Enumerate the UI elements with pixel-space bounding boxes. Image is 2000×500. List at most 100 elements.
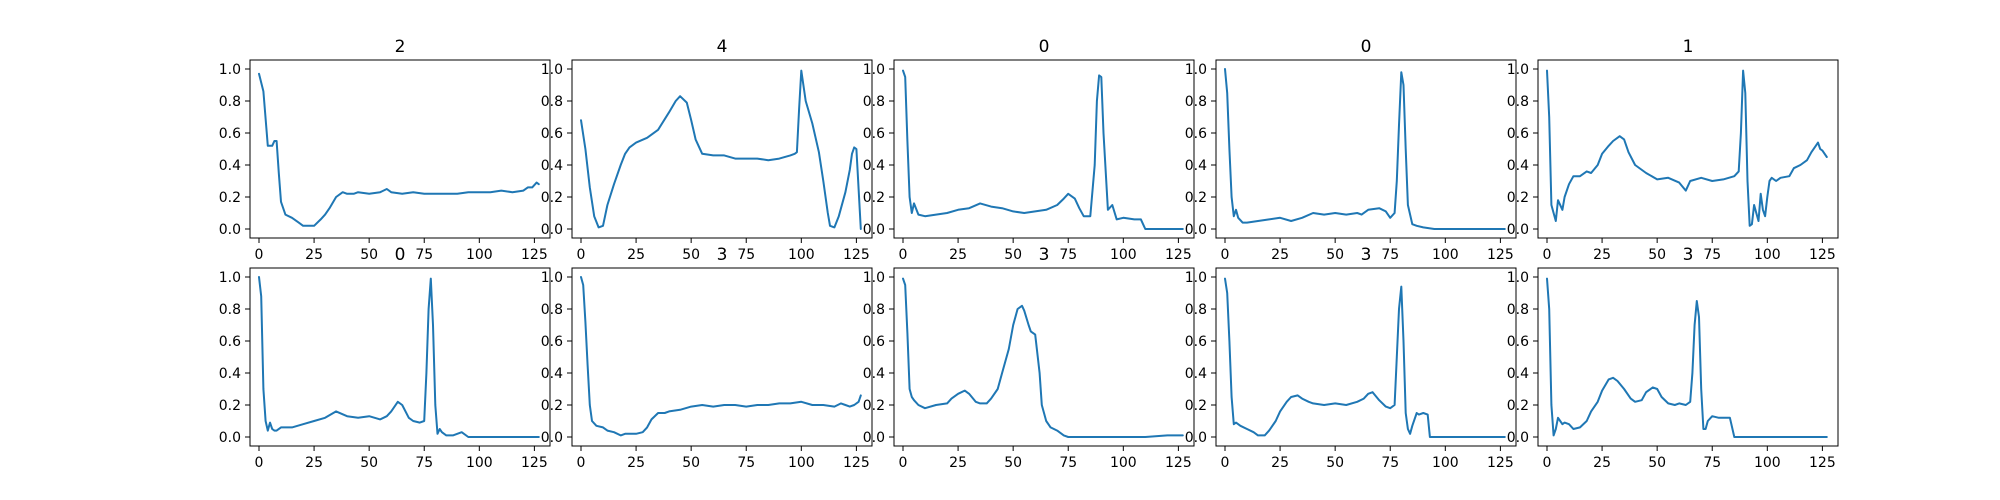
y-tick-label: 0.6: [219, 126, 241, 142]
x-tick-label: 75: [737, 247, 755, 263]
y-tick-label: 0.2: [219, 398, 241, 414]
y-tick-label: 0.4: [219, 158, 241, 174]
x-tick-label: 75: [1703, 247, 1721, 263]
axes-frame: [571, 267, 873, 447]
y-tick-label: 1.0: [1507, 62, 1529, 78]
x-tick-label: 125: [1809, 247, 1836, 263]
y-tick-label: 0.2: [863, 398, 885, 414]
x-tick-label: 100: [1432, 247, 1459, 263]
x-tick-label: 50: [1326, 247, 1344, 263]
y-tick-label: 0.2: [1507, 398, 1529, 414]
x-tick-label: 50: [1648, 455, 1666, 471]
y-tick-label: 0.0: [863, 430, 885, 446]
y-tick-label: 0.4: [1185, 366, 1207, 382]
y-tick-label: 0.2: [1185, 398, 1207, 414]
y-tick-label: 0.0: [219, 430, 241, 446]
x-tick-label: 125: [1487, 455, 1514, 471]
x-tick-label: 0: [255, 247, 264, 263]
y-tick-label: 0.4: [541, 158, 563, 174]
y-tick-label: 1.0: [1507, 270, 1529, 286]
x-tick-label: 25: [949, 247, 967, 263]
x-tick-label: 0: [899, 247, 908, 263]
axes-frame: [1537, 267, 1839, 447]
subplot-4: 0 0.0 0.2 0.4 0.6 0.8 1.0 0 25 50 75 100 125: [1185, 37, 1517, 263]
y-tick-label: 0.2: [219, 190, 241, 206]
x-tick-label: 0: [577, 247, 586, 263]
y-tick-label: 0.2: [541, 190, 563, 206]
y-tick-label: 0.4: [219, 366, 241, 382]
subplot-3: 0 0.0 0.2 0.4 0.6 0.8 1.0 0 25 50 75 100 125: [863, 37, 1195, 263]
subplot-title: 2: [395, 37, 406, 57]
y-tick-label: 1.0: [541, 62, 563, 78]
x-tick-label: 75: [1381, 247, 1399, 263]
y-tick-label: 0.4: [1507, 366, 1529, 382]
y-tick-label: 0.6: [219, 334, 241, 350]
y-tick-label: 0.0: [219, 222, 241, 238]
x-tick-label: 125: [521, 247, 548, 263]
x-tick-label: 50: [360, 455, 378, 471]
series-line: [1224, 68, 1506, 230]
subplot-title: 3: [717, 245, 728, 265]
subplot-title: 3: [1039, 245, 1050, 265]
x-tick-label: 50: [682, 247, 700, 263]
x-tick-label: 50: [682, 455, 700, 471]
y-tick-label: 0.2: [1507, 190, 1529, 206]
y-tick-label: 0.2: [863, 190, 885, 206]
series-line: [1546, 69, 1828, 227]
subplot-2: 4 0.0 0.2 0.4 0.6 0.8 1.0 0 25 50 75 100 125: [541, 37, 873, 263]
x-tick-label: 50: [1648, 247, 1666, 263]
axes-frame: [893, 59, 1195, 239]
axes-frame: [893, 267, 1195, 447]
subplot-title: 3: [1683, 245, 1694, 265]
x-tick-label: 75: [415, 247, 433, 263]
x-tick-label: 50: [360, 247, 378, 263]
y-tick-label: 0.8: [1507, 302, 1529, 318]
y-tick-label: 0.8: [219, 94, 241, 110]
series-line: [258, 276, 540, 438]
subplot-title: 0: [1361, 37, 1372, 57]
subplot-7: 3 0.0 0.2 0.4 0.6 0.8 1.0 0 25 50 75 100 125: [541, 245, 873, 471]
y-tick-label: 0.4: [1185, 158, 1207, 174]
y-tick-label: 0.4: [863, 158, 885, 174]
x-tick-label: 25: [305, 455, 323, 471]
y-tick-label: 1.0: [1185, 62, 1207, 78]
y-tick-label: 0.8: [541, 302, 563, 318]
x-tick-label: 75: [1059, 455, 1077, 471]
y-tick-label: 0.0: [863, 222, 885, 238]
axes-frame: [249, 59, 551, 239]
x-tick-label: 0: [1221, 455, 1230, 471]
x-tick-label: 125: [1165, 247, 1192, 263]
y-tick-label: 0.8: [541, 94, 563, 110]
subplot-8: 3 0.0 0.2 0.4 0.6 0.8 1.0 0 25 50 75 100 125: [863, 245, 1195, 471]
x-tick-label: 25: [1593, 247, 1611, 263]
subplot-title: 0: [395, 245, 406, 265]
y-tick-label: 0.6: [541, 334, 563, 350]
subplot-9: 3 0.0 0.2 0.4 0.6 0.8 1.0 0 25 50 75 100 125: [1185, 245, 1517, 471]
subplot-10: 3 0.0 0.2 0.4 0.6 0.8 1.0 0 25 50 75 100 125: [1507, 245, 1839, 471]
subplot-title: 4: [717, 37, 728, 57]
x-tick-label: 25: [949, 455, 967, 471]
y-tick-label: 0.6: [1507, 334, 1529, 350]
series-line: [580, 276, 862, 437]
subplot-1: 2 0.0 0.2 0.4 0.6 0.8 1.0 0 25 50 75 100 125: [219, 37, 551, 263]
x-tick-label: 0: [1543, 247, 1552, 263]
y-tick-label: 0.8: [863, 302, 885, 318]
x-tick-label: 100: [466, 247, 493, 263]
x-tick-label: 75: [1381, 455, 1399, 471]
x-tick-label: 100: [788, 247, 815, 263]
y-tick-label: 0.2: [1185, 190, 1207, 206]
y-tick-label: 0.4: [541, 366, 563, 382]
axes-frame: [249, 267, 551, 447]
x-tick-label: 25: [1593, 455, 1611, 471]
y-tick-label: 0.2: [541, 398, 563, 414]
x-tick-label: 100: [1110, 455, 1137, 471]
x-tick-label: 125: [1809, 455, 1836, 471]
x-tick-label: 125: [1487, 247, 1514, 263]
series-line: [258, 72, 540, 227]
x-tick-label: 100: [1754, 455, 1781, 471]
y-tick-label: 0.8: [1507, 94, 1529, 110]
y-tick-label: 0.6: [541, 126, 563, 142]
x-tick-label: 0: [255, 455, 264, 471]
axes-frame: [1215, 59, 1517, 239]
y-tick-label: 1.0: [219, 270, 241, 286]
